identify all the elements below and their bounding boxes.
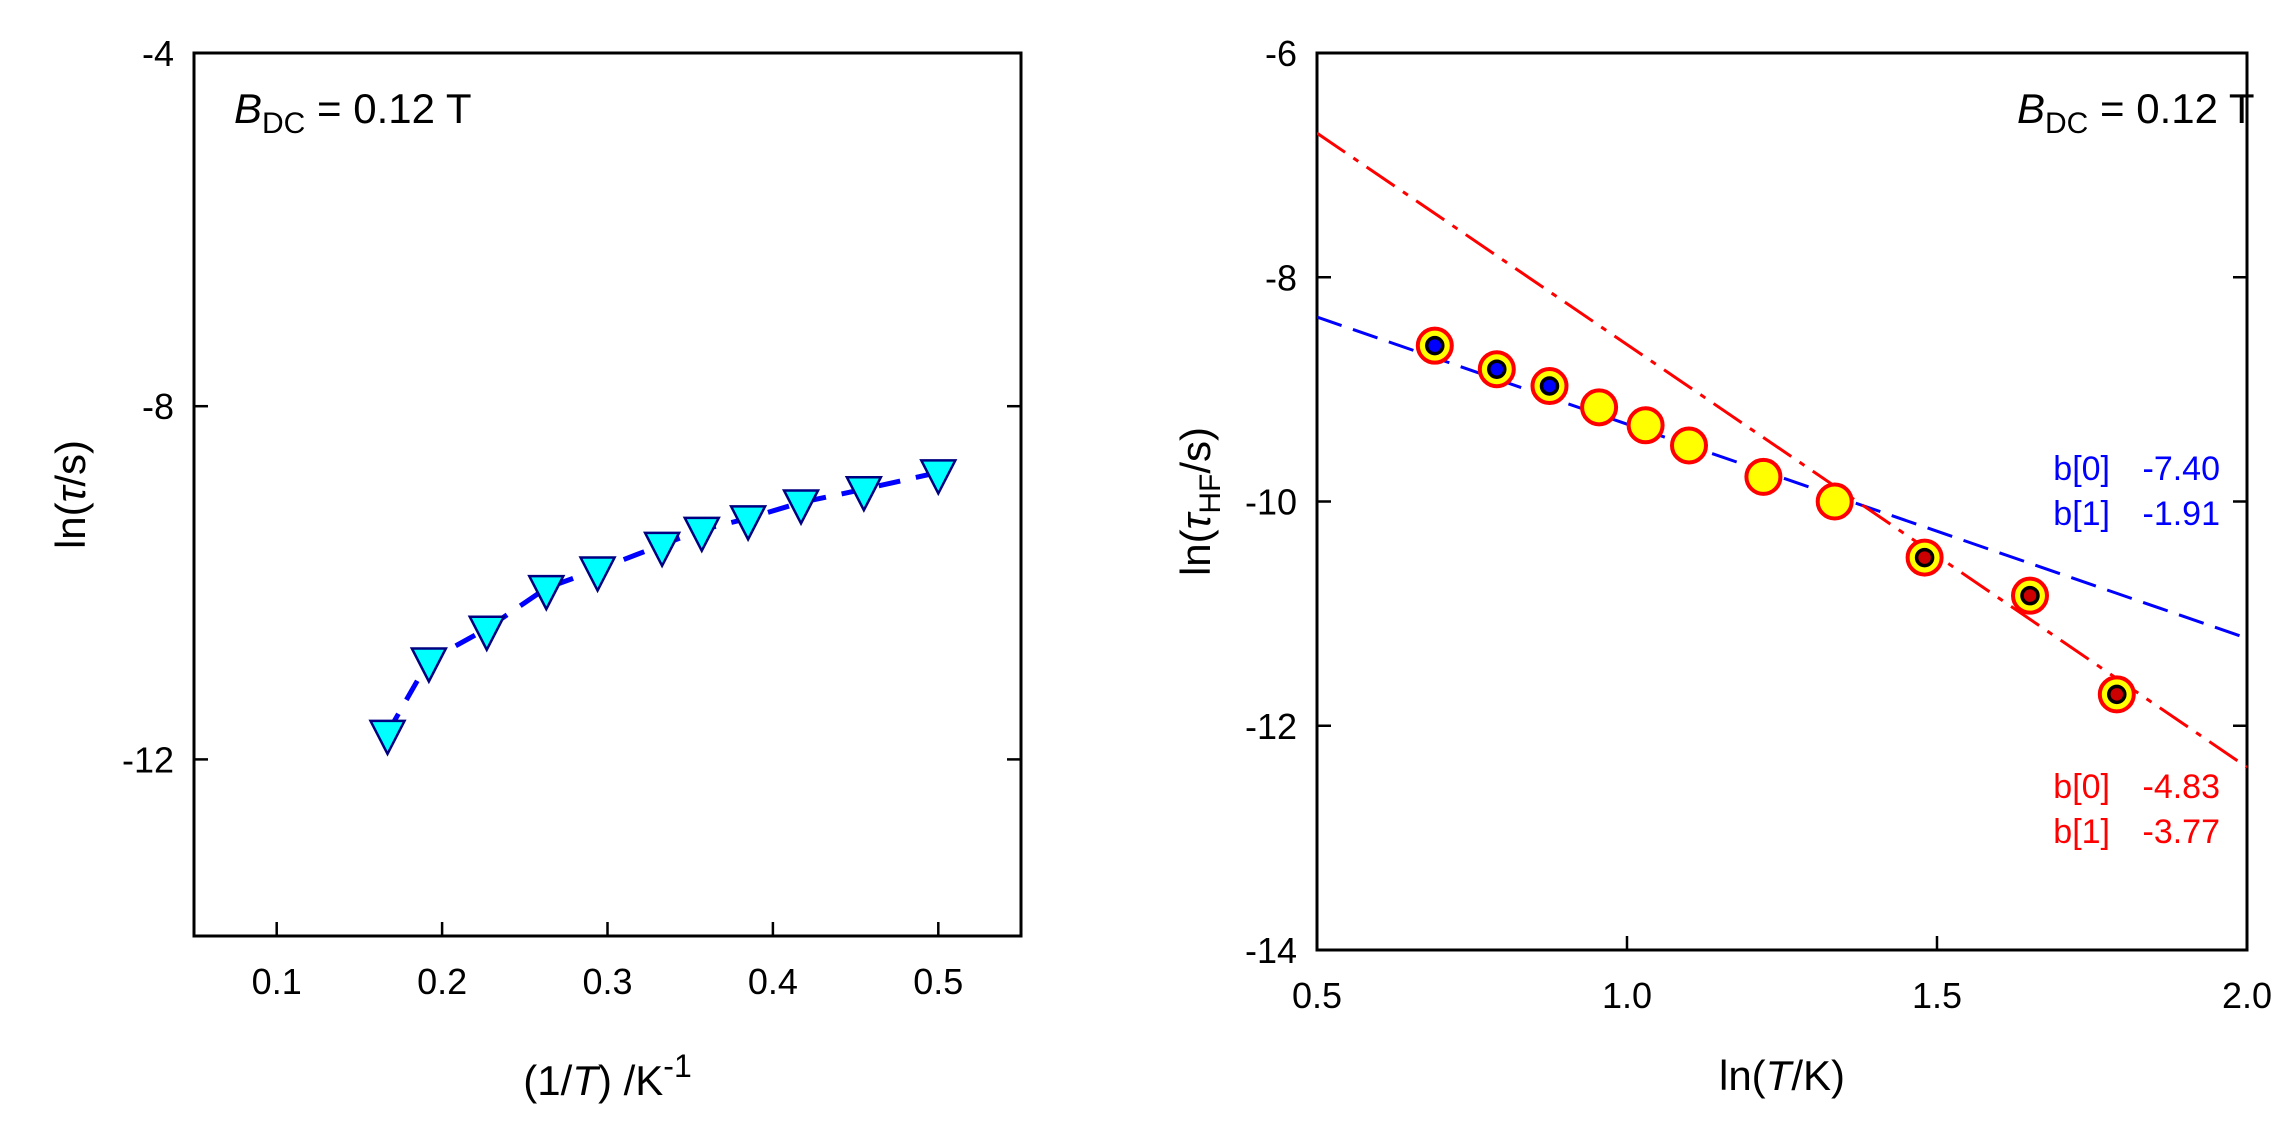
data-point-circle (1670, 426, 1708, 465)
data-point-triangle (578, 556, 617, 594)
fit-param-name: b[1] (2053, 813, 2110, 851)
annotation-value: = 0.12 T (2088, 85, 2254, 132)
label-part: ln( (1719, 1052, 1766, 1099)
fit-param-name: b[0] (2053, 768, 2110, 806)
label-part: T (1766, 1052, 1795, 1099)
label-part: ln( (47, 502, 94, 549)
data-point-triangle (729, 505, 768, 543)
x-tick-label: 0.4 (748, 961, 798, 1002)
data-point-triangle (467, 615, 506, 653)
x-tick-label: 0.5 (913, 961, 963, 1002)
y-axis-label: ln(τHF/s) (1172, 427, 1227, 576)
x-axis-label: ln(T/K) (1719, 1052, 1845, 1099)
y-tick-label: -12 (122, 739, 174, 780)
data-point-inner-dot (1425, 335, 1445, 356)
red-fit-line (1317, 131, 2247, 769)
label-part: ln( (1172, 529, 1219, 576)
data-point-circle (1815, 482, 1854, 521)
dashed-guide-line (385, 469, 939, 735)
y-axis-label: ln(τ/s) (47, 440, 94, 549)
data-point-triangle (919, 459, 958, 497)
data-point-circle (1744, 457, 1783, 496)
plot-area (1317, 131, 2247, 769)
fit-param-name: b[0] (2053, 450, 2110, 488)
data-point-triangle (368, 719, 407, 757)
fit-param-value: -1.91 (2143, 495, 2221, 533)
data-point-triangle (682, 516, 721, 554)
fit-param-name: b[1] (2053, 495, 2110, 533)
annotation-symbol: B (234, 85, 262, 132)
label-part: ) /K (598, 1057, 663, 1104)
data-point-triangle (409, 647, 448, 685)
x-tick-label: 0.2 (417, 961, 467, 1002)
left-panel: 0.1 0.2 0.3 0.4 0.5 -12 -8 -4 BDC = 0.12 T (1/T) … (47, 33, 1023, 1104)
fit-param-value: -7.40 (2143, 450, 2221, 488)
data-point-circle (1580, 388, 1619, 427)
y-tick-label: -12 (1245, 706, 1297, 747)
plot-area (368, 459, 958, 757)
data-point-triangle (527, 574, 566, 612)
y-tick-label: -14 (1245, 930, 1297, 971)
annotation-subscript: DC (2045, 107, 2088, 140)
label-part: τ (47, 484, 94, 502)
y-label-subscript: HF (1194, 474, 1227, 514)
y-tick-label: -8 (142, 386, 174, 427)
y-tick-label: -4 (142, 33, 174, 74)
x-tick-label: 2.0 (2222, 975, 2272, 1016)
label-part: /K) (1791, 1052, 1845, 1099)
y-tick-label: -6 (1265, 33, 1297, 74)
fit-param-value: -4.83 (2143, 768, 2221, 806)
x-label-superscript: -1 (663, 1048, 691, 1084)
data-point-circle (1626, 406, 1665, 445)
field-annotation: BDC = 0.12 T (2017, 85, 2255, 140)
x-tick-label: 1.5 (1912, 975, 1962, 1016)
annotation-value: = 0.12 T (305, 85, 471, 132)
field-annotation: BDC = 0.12 T (234, 85, 472, 140)
label-part: T (572, 1057, 601, 1104)
label-part: (1/ (523, 1057, 572, 1104)
fit-param-value: -3.77 (2143, 813, 2221, 851)
data-point-inner-dot (1487, 359, 1507, 379)
data-point-inner-dot (1539, 376, 1560, 396)
data-point-triangle (643, 531, 682, 569)
y-tick-label: -10 (1245, 482, 1297, 523)
x-tick-label: 0.1 (252, 961, 302, 1002)
label-part: τ (1172, 511, 1219, 529)
x-tick-label: 0.3 (582, 961, 632, 1002)
plot-frame (192, 51, 1023, 938)
data-point-triangle (781, 489, 821, 527)
data-point-triangle (844, 475, 883, 513)
annotation-subscript: DC (262, 107, 305, 140)
data-point-inner-dot (2020, 585, 2040, 606)
x-axis-label: (1/T) /K-1 (523, 1048, 691, 1104)
x-tick-label: 1.0 (1602, 975, 1652, 1016)
data-point-inner-dot (2107, 684, 2127, 705)
label-part: /s) (1172, 427, 1219, 474)
blue-fit-line (1317, 315, 2247, 640)
data-point-inner-dot (1914, 547, 1935, 568)
annotation-symbol: B (2017, 85, 2045, 132)
x-tick-label: 0.5 (1292, 975, 1342, 1016)
label-part: /s) (47, 440, 94, 487)
y-tick-label: -8 (1265, 257, 1297, 298)
right-panel: 0.5 1.0 1.5 2.0 -14 -12 -10 -8 -6 BDC = 0.12 T ln(… (1172, 33, 2272, 1099)
